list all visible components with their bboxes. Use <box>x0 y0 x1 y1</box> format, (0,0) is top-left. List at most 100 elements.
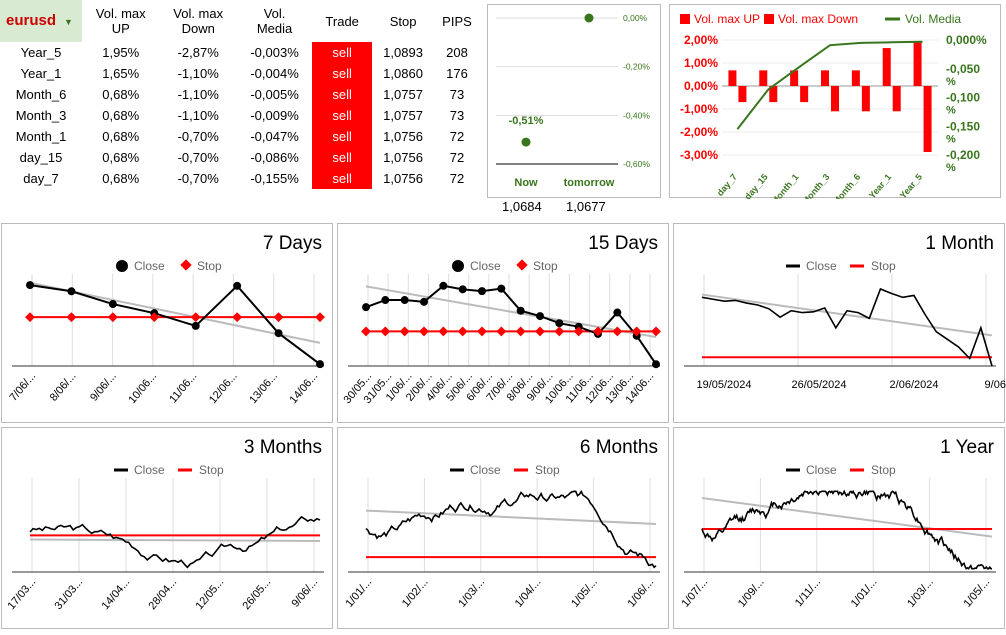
stop-point <box>149 312 160 323</box>
close-point <box>400 296 409 305</box>
x-tick-label: 1/05/... <box>961 576 992 609</box>
close-point <box>516 306 525 315</box>
table-row: Year_5 1,95% -2,87% -0,003% sell 1,0893 208 <box>0 42 480 63</box>
close-point <box>420 297 428 306</box>
trade-badge: sell <box>312 147 373 168</box>
cell-stop: 1,0757 <box>383 108 423 123</box>
stop-point <box>535 326 545 337</box>
stop-point <box>66 312 77 323</box>
legend-label: Close <box>806 463 837 477</box>
cell-pips: 72 <box>449 171 465 186</box>
stop-point <box>107 312 118 323</box>
y2-tick-label: 0,000% <box>946 33 987 47</box>
row-label: Month_1 <box>15 129 67 144</box>
stop-point <box>273 312 284 323</box>
x-tick-label: 9/06/2024 <box>985 379 1006 391</box>
x-tick-label: 2/06/2024 <box>890 379 939 391</box>
x-tick-label: 13/06... <box>247 370 280 406</box>
close-point <box>439 281 448 290</box>
cell-vol-media: -0,155% <box>250 171 299 186</box>
trend-line <box>701 497 993 538</box>
bar-vol-up <box>851 70 860 86</box>
chart-panel-1-year: 1 Year Close Stop 1/07/... 1/09/... 1/11/... 1… <box>673 427 1005 629</box>
chart-6-months: 6 Months Close Stop 1/01/... 1/02/... 1/03/..… <box>343 437 660 610</box>
chart-panel-7-days: 7 Days Close Stop 7/06/... 8/06/... 9/06/... 1… <box>1 223 333 423</box>
cell-pips: 72 <box>449 129 465 144</box>
cell-pips: 73 <box>449 87 465 102</box>
forecast-chart: 0,00% -0,20% -0,40% -0,60% Now -0,51% tomorrow <box>496 13 650 189</box>
close-line <box>365 489 657 569</box>
x-tick-label: 7/06/... <box>7 370 38 403</box>
legend-label: Close <box>470 259 501 273</box>
x-tick-label: 1/05/... <box>569 576 600 609</box>
price-tomorrow: 1,0677 <box>566 199 606 214</box>
cell-vol-down: -0,70% <box>177 150 219 165</box>
legend-label: Close <box>806 259 837 273</box>
chart-panel-6-months: 6 Months Close Stop 1/01/... 1/02/... 1/03/..… <box>337 427 669 629</box>
stop-point <box>515 326 526 337</box>
bar-vol-down <box>861 86 870 112</box>
x-tick-label: 14/06... <box>288 370 321 406</box>
close-point <box>26 281 34 290</box>
x-tick-label: 1/01/... <box>343 576 374 609</box>
data-label: -0,51% <box>509 115 544 127</box>
legend-label: Stop <box>871 259 896 273</box>
cell-pips: 208 <box>446 45 468 60</box>
stop-point <box>477 326 487 337</box>
stop-point <box>496 326 507 337</box>
cell-stop: 1,0893 <box>383 45 423 60</box>
cell-vol-media: -0,004% <box>250 66 299 81</box>
trade-badge: sell <box>312 84 373 105</box>
cell-pips: 72 <box>449 150 465 165</box>
bar-vol-down <box>892 86 901 112</box>
y-tick-label: -0,40% <box>623 110 650 120</box>
bar-vol-down <box>738 86 747 103</box>
x-tick-label: 19/05/2024 <box>696 379 751 391</box>
cell-vol-media: -0,003% <box>250 45 299 60</box>
cell-vol-up: 1,95% <box>102 45 140 60</box>
close-point <box>67 287 76 296</box>
table-row: Month_6 0,68% -1,10% -0,005% sell 1,0757 73 <box>0 84 480 105</box>
cell-vol-up: 0,68% <box>102 87 140 102</box>
close-point <box>381 296 390 305</box>
bar-vol-up <box>821 70 829 86</box>
dropdown-caret-icon[interactable]: ▼ <box>64 16 73 27</box>
trade-badge: sell <box>312 105 373 126</box>
bar-vol-up <box>728 70 737 86</box>
x-tick-label: 1/01/... <box>849 576 880 609</box>
x-tick-label: day_15 <box>743 172 770 199</box>
cell-pips: 176 <box>446 66 468 81</box>
cell-vol-down: -1,10% <box>177 108 219 123</box>
x-tick-label: 17/03... <box>6 576 39 612</box>
row-label: day_15 <box>19 150 63 165</box>
x-tick-label: 11/06... <box>167 370 199 405</box>
header-vol-max-up: Vol. max UP <box>95 6 146 36</box>
close-line <box>701 489 992 570</box>
trade-badge: sell <box>312 63 373 84</box>
bar-vol-up <box>790 70 799 86</box>
x-tick-label: 1/02/... <box>400 576 431 609</box>
chart-title: 7 Days <box>263 233 322 254</box>
x-tick-label: day_7 <box>715 172 739 198</box>
x-tick-label: 9/06/... <box>88 370 119 403</box>
forecast-prices: 1,0684 1,0677 <box>488 199 658 215</box>
x-tick-label: 1/11/... <box>793 576 823 609</box>
x-tick-label: 1/07/... <box>679 576 710 609</box>
stop-point <box>232 312 243 323</box>
header-vol-media: Vol. Media <box>256 6 293 36</box>
cell-vol-up: 0,68% <box>102 150 140 165</box>
y2-unit-label: % <box>946 133 956 145</box>
legend-swatch <box>680 14 690 24</box>
close-point <box>555 319 564 328</box>
volatility-table: eurusd ▼ Vol. max UP Vol. max Down Vol. Medi… <box>0 0 480 200</box>
close-point <box>613 308 622 317</box>
cell-vol-down: -1,10% <box>177 66 219 81</box>
header-pips: PIPS <box>442 13 472 29</box>
symbol-selector[interactable]: eurusd ▼ <box>0 0 82 42</box>
close-point <box>362 303 370 312</box>
bar-vol-up <box>759 70 768 86</box>
trade-badge: sell <box>312 126 373 147</box>
stop-point <box>380 326 391 337</box>
legend-label: Close <box>134 259 165 273</box>
